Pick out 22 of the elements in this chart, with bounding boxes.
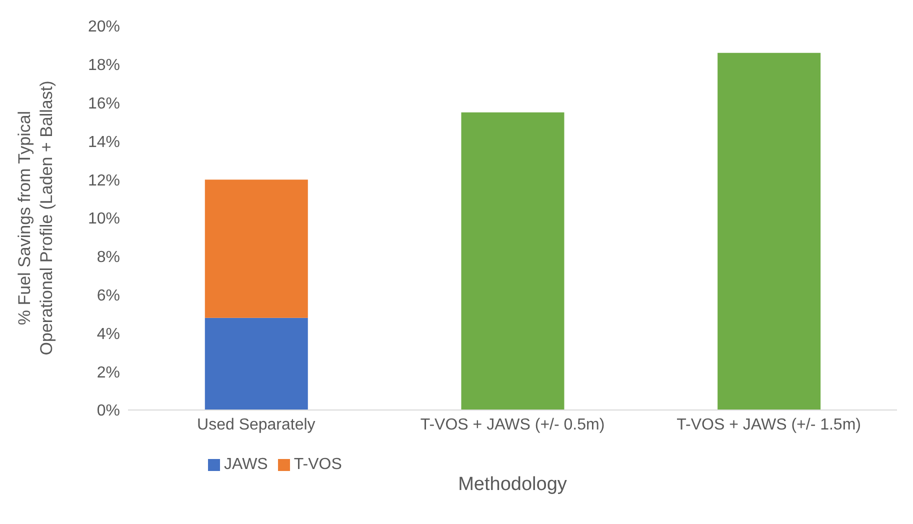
y-tick-label: 6%: [96, 287, 120, 304]
x-axis-title: Methodology: [458, 474, 568, 495]
y-tick-label: 2%: [96, 364, 120, 382]
bar: [204, 318, 308, 410]
y-tick-label: 14%: [88, 134, 120, 151]
legend-label: T-VOS: [294, 456, 342, 473]
y-axis-title: % Fuel Savings from Typical Operational Profile (Laden + Ballast): [15, 80, 56, 356]
y-tick-label: 0%: [96, 402, 120, 420]
y-tick-label: 4%: [96, 326, 120, 343]
bar: [204, 180, 308, 318]
x-tick-label: T-VOS + JAWS (+/- 0.5m): [420, 416, 605, 434]
legend-label: JAWS: [224, 456, 268, 473]
bar: [718, 52, 821, 410]
y-tick-label: 8%: [96, 249, 120, 266]
y-tick-label: 18%: [88, 57, 120, 74]
y-tick-label: 10%: [88, 210, 120, 228]
y-tick-label: 16%: [88, 95, 120, 112]
x-tick-label: Used Separately: [197, 416, 316, 434]
y-tick-label: 20%: [88, 18, 120, 36]
bar: [461, 112, 564, 410]
y-tick-label: 12%: [88, 172, 120, 190]
x-tick-label: T-VOS + JAWS (+/- 1.5m): [676, 416, 861, 434]
